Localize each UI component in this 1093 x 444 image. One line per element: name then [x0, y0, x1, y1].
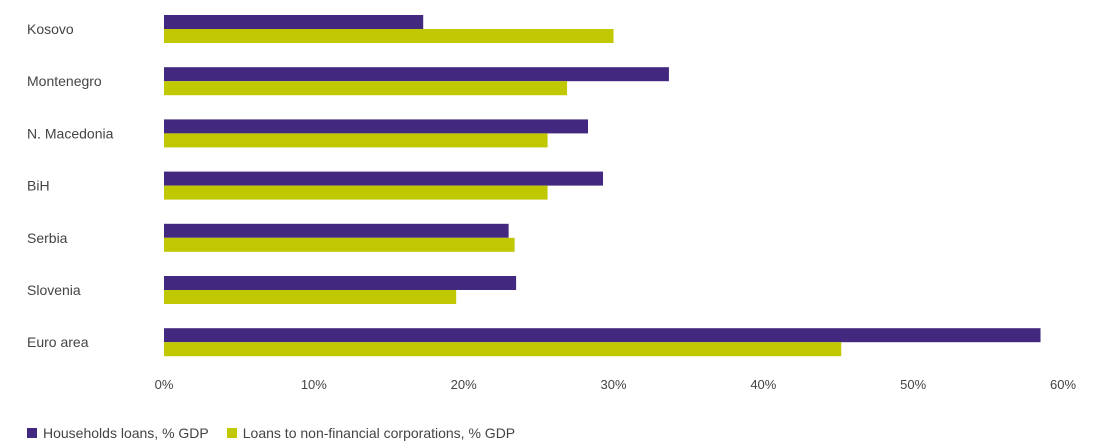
legend: Households loans, % GDP Loans to non-fin… [27, 425, 533, 441]
legend-swatch-households [27, 428, 37, 438]
category-label: Serbia [27, 230, 68, 246]
bar-corporations-slovenia [164, 290, 457, 304]
category-label: Kosovo [27, 21, 74, 37]
x-tick-label: 30% [600, 377, 626, 392]
legend-label-corporations: Loans to non-financial corporations, % G… [242, 425, 516, 441]
category-label: Slovenia [27, 282, 81, 298]
bar-corporations-serbia [164, 237, 515, 252]
bar-corporations-kosovo [164, 29, 614, 43]
category-label: Euro area [27, 334, 89, 350]
legend-label-households: Households loans, % GDP [43, 425, 209, 441]
bar-corporations-euro-area [164, 342, 842, 357]
bar-households-kosovo [164, 15, 424, 29]
category-label: BiH [27, 178, 50, 194]
bar-households-montenegro [164, 67, 669, 82]
bar-corporations-montenegro [164, 81, 568, 96]
category-label: Montenegro [27, 73, 102, 89]
legend-item-corporations: Loans to non-financial corporations, % G… [226, 425, 516, 441]
category-label: N. Macedonia [27, 125, 114, 141]
x-tick-label: 50% [900, 377, 926, 392]
x-tick-label: 40% [750, 377, 776, 392]
x-tick-label: 20% [451, 377, 477, 392]
bar-households-serbia [164, 223, 509, 238]
bar-households-slovenia [164, 276, 517, 290]
category-labels: Kosovo Montenegro N. Macedonia BiH Serbia Slo… [27, 21, 114, 350]
bars-group [164, 15, 1041, 357]
bar-households-bih [164, 171, 604, 186]
x-tick-label: 10% [301, 377, 327, 392]
x-axis-tick-labels: 0% 10% 20% 30% 40% 50% 60% [155, 377, 1077, 392]
x-tick-label: 0% [155, 377, 174, 392]
bar-corporations-n-macedonia [164, 133, 548, 148]
x-tick-label: 60% [1050, 377, 1076, 392]
bar-households-n-macedonia [164, 119, 589, 134]
bar-households-euro-area [164, 328, 1041, 343]
bar-corporations-bih [164, 185, 548, 200]
legend-item-households: Households loans, % GDP [27, 425, 209, 441]
legend-swatch-corporations [226, 428, 237, 438]
